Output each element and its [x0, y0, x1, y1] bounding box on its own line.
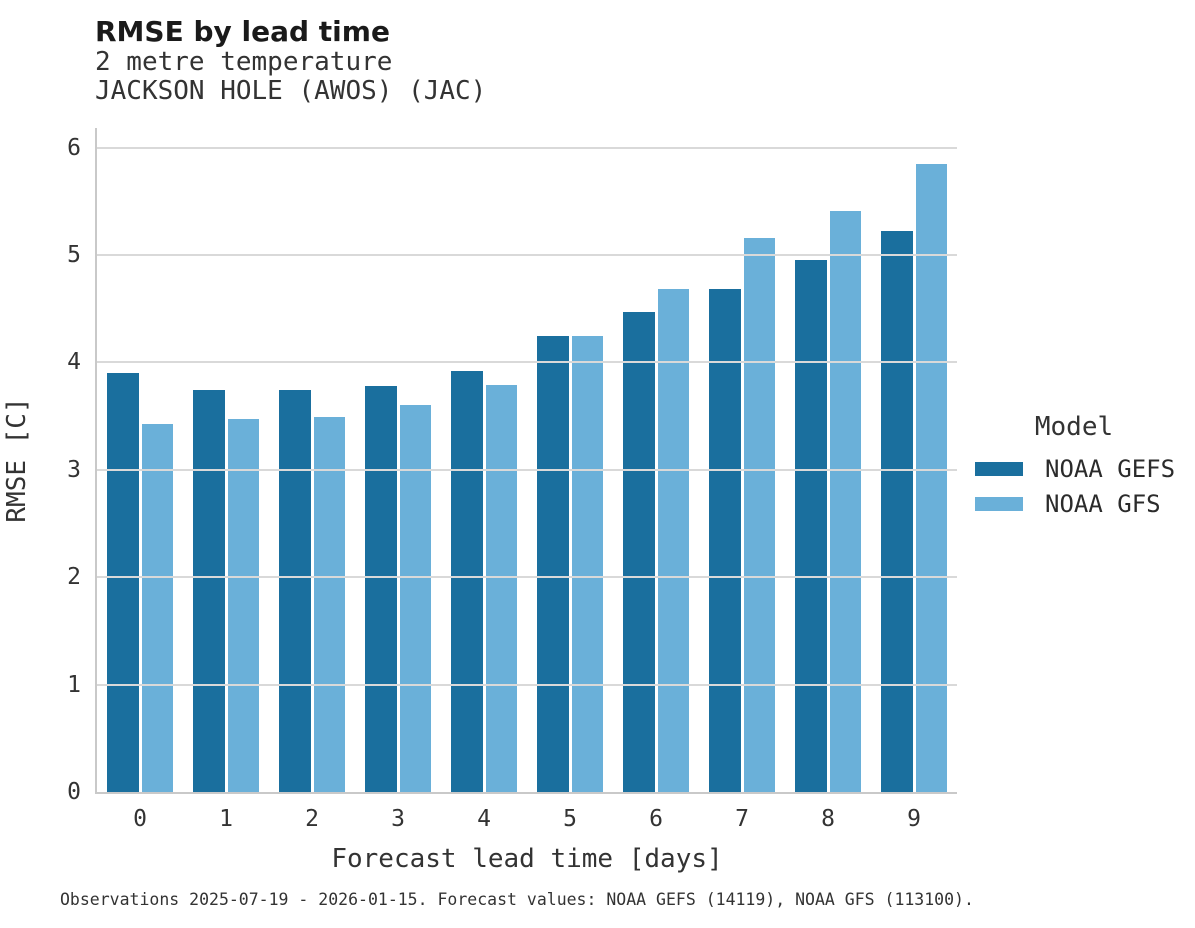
x-axis-ticks: 0 1 2 3 4 5 6 7 8 9 [97, 806, 957, 832]
bar-group-lead-7 [709, 237, 775, 792]
bar-noaa-gefs-lead-6 [623, 311, 655, 792]
y-axis-label: RMSE [C] [2, 397, 32, 523]
x-tick-label-0: 0 [133, 806, 147, 832]
bar-noaa-gefs-lead-0 [107, 373, 139, 792]
x-tick-label-7: 7 [735, 806, 749, 832]
chart-subtitle-variable: 2 metre temperature [95, 47, 393, 77]
bar-noaa-gefs-lead-1 [193, 390, 225, 792]
bar-noaa-gfs-lead-2 [313, 417, 345, 792]
bar-group-lead-0 [107, 373, 173, 792]
x-tick-label-4: 4 [477, 806, 491, 832]
bar-noaa-gfs-lead-0 [141, 423, 173, 792]
y-tick-label-4: 4 [67, 349, 81, 376]
y-tick-label-6: 6 [67, 134, 81, 161]
gridline-y-4 [97, 361, 957, 364]
x-axis-label: Forecast lead time [days] [331, 844, 723, 874]
bar-noaa-gfs-lead-9 [915, 163, 947, 792]
legend-swatch-icon [975, 497, 1023, 511]
x-tick-label-3: 3 [391, 806, 405, 832]
x-tick-label-2: 2 [305, 806, 319, 832]
chart-title: RMSE by lead time [95, 15, 390, 48]
legend: Model NOAA GEFS NOAA GFS [975, 412, 1175, 526]
legend-label: NOAA GEFS [1045, 455, 1176, 483]
x-tick-label-9: 9 [907, 806, 921, 832]
plot-area: 0 1 2 3 4 5 6 7 8 9 Forecast lead time [days] RMS… [2, 128, 957, 874]
legend-swatch-icon [975, 462, 1023, 476]
x-tick-label-1: 1 [219, 806, 233, 832]
bar-group-lead-3 [365, 386, 431, 792]
legend-entry-noaa-gefs: NOAA GEFS [975, 455, 1176, 483]
gridline-y-3 [97, 468, 957, 471]
chart-header: RMSE by lead time 2 metre temperature JA… [95, 16, 486, 106]
gridline-y-6 [97, 146, 957, 149]
y-tick-label-5: 5 [67, 242, 81, 268]
y-tick-label-3: 3 [67, 456, 81, 483]
chart-subtitle-station: JACKSON HOLE (AWOS) (JAC) [95, 76, 487, 106]
x-tick-label-8: 8 [821, 806, 835, 832]
caption: Observations 2025-07-19 - 2026-01-15. Fo… [60, 890, 974, 909]
gridline-y-1 [97, 683, 957, 686]
y-tick-label-2: 2 [67, 564, 81, 591]
bar-noaa-gefs-lead-3 [365, 386, 397, 792]
x-tick-label-6: 6 [649, 806, 663, 832]
gridline-y-2 [97, 576, 957, 579]
bar-noaa-gefs-lead-7 [709, 289, 741, 792]
x-tick-label-5: 5 [563, 806, 577, 832]
bar-noaa-gfs-lead-4 [485, 384, 517, 792]
bar-group-lead-1 [193, 390, 259, 792]
bars-row [97, 163, 957, 792]
bar-group-lead-2 [279, 390, 345, 792]
bar-noaa-gefs-lead-9 [881, 231, 913, 792]
y-tick-label-1: 1 [67, 671, 81, 698]
y-tick-label-0: 0 [67, 779, 81, 805]
bar-noaa-gefs-lead-2 [279, 390, 311, 792]
bar-group-lead-8 [795, 210, 861, 792]
legend-entries: NOAA GEFS NOAA GFS [975, 455, 1176, 518]
legend-title: Model [1034, 412, 1114, 442]
gridline-y-5 [97, 254, 957, 256]
bar-noaa-gfs-lead-5 [571, 335, 603, 792]
legend-label: NOAA GFS [1045, 490, 1161, 518]
legend-entry-noaa-gfs: NOAA GFS [975, 490, 1175, 518]
bar-noaa-gefs-lead-8 [795, 260, 827, 792]
bar-noaa-gfs-lead-1 [227, 419, 259, 792]
bar-group-lead-9 [881, 163, 947, 792]
bar-noaa-gfs-lead-3 [399, 405, 431, 792]
bar-noaa-gfs-lead-8 [829, 210, 861, 792]
bar-group-lead-5 [537, 335, 603, 792]
bar-noaa-gefs-lead-4 [451, 371, 483, 792]
bar-noaa-gfs-lead-7 [743, 237, 775, 792]
bar-group-lead-4 [451, 371, 517, 792]
bar-noaa-gfs-lead-6 [657, 289, 689, 792]
bar-group-lead-6 [623, 289, 689, 792]
bar-noaa-gefs-lead-5 [537, 335, 569, 792]
